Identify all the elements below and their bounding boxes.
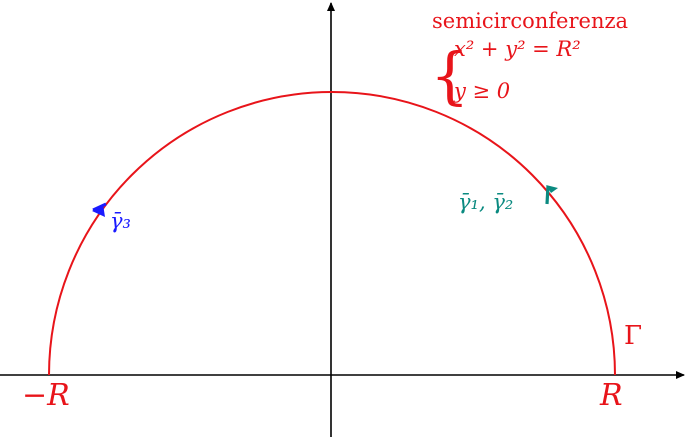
r-label: R — [599, 378, 623, 413]
semicircle-title: semicirconferenza — [432, 9, 628, 33]
equation-line-1: x² + y² = R² — [454, 37, 581, 61]
semicircle-curve — [48, 91, 616, 376]
system-brace: { — [430, 39, 469, 112]
gamma3-arrow-icon — [92, 202, 107, 217]
gamma12-arrow-icon — [545, 185, 558, 205]
gamma12-label: γ̄₁, γ̄₂ — [458, 190, 513, 214]
gamma3-label: γ̄₃ — [110, 209, 131, 233]
gamma-big-label: Γ — [624, 321, 642, 351]
equation-line-2: y ≥ 0 — [453, 79, 510, 103]
minus-r-label: −R — [22, 378, 70, 413]
